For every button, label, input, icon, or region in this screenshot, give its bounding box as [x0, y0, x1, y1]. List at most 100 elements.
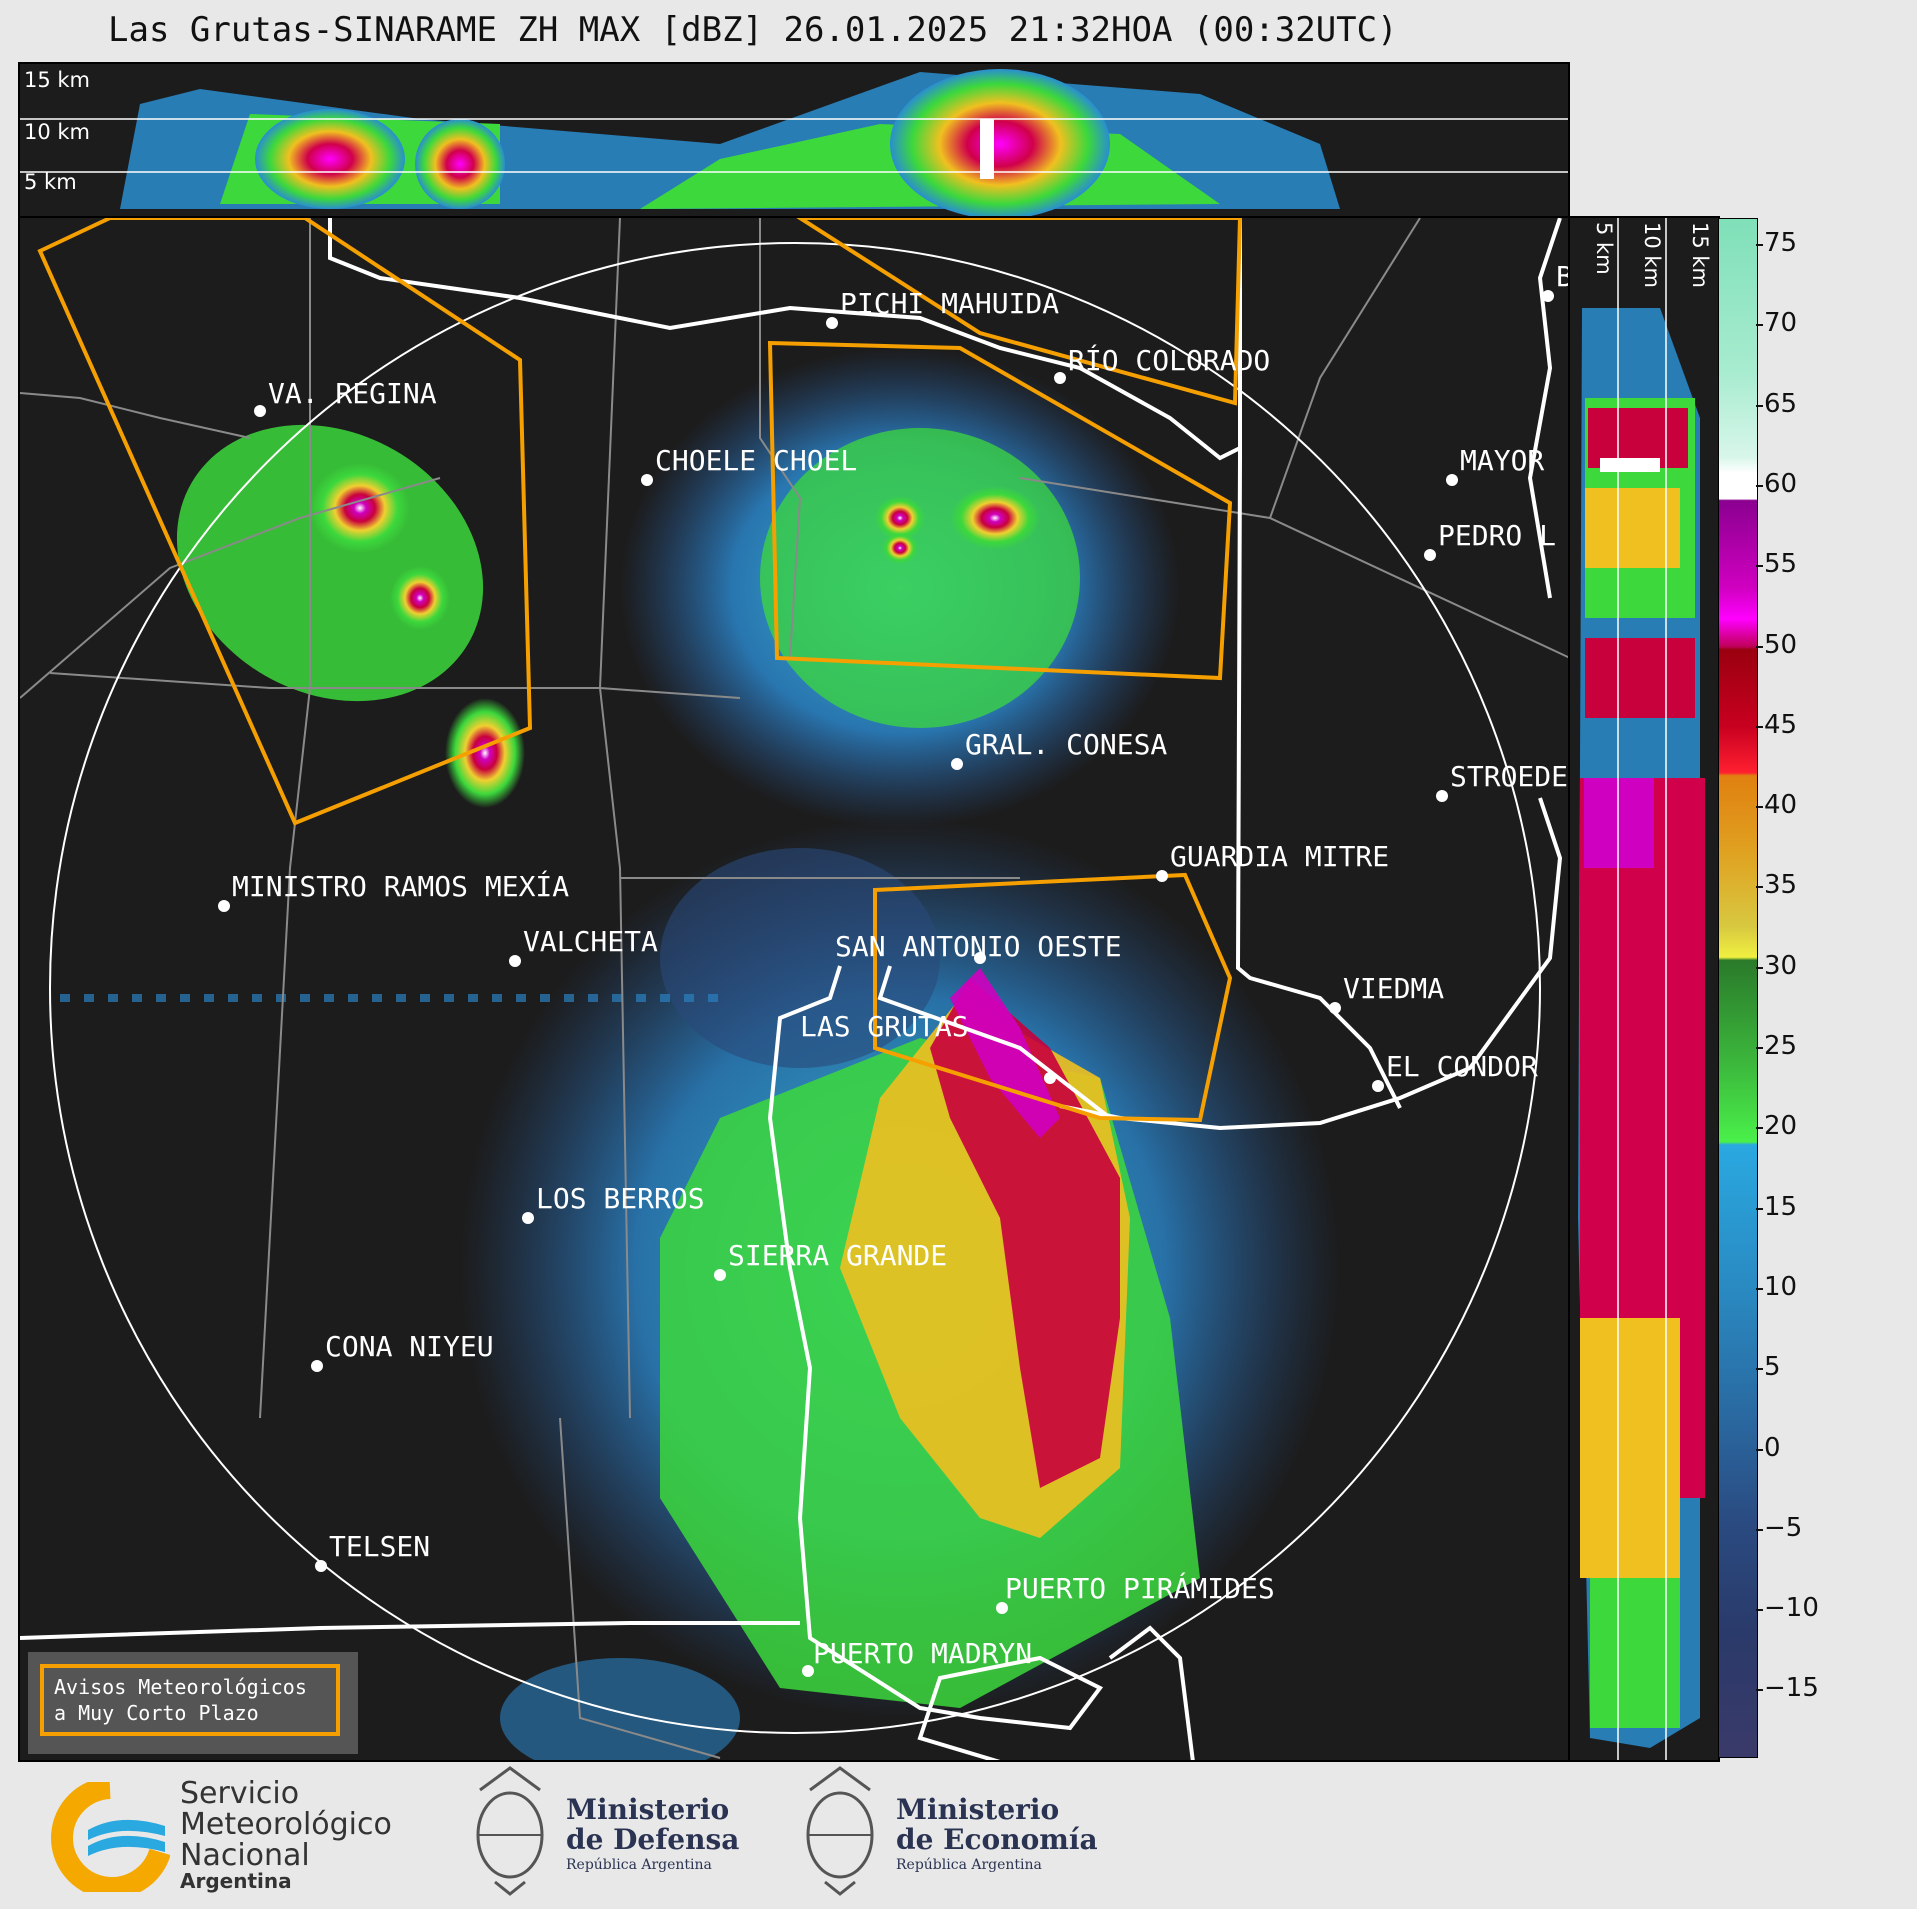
- colorbar-tick-mark: [1756, 645, 1763, 648]
- colorbar-tick-mark: [1756, 404, 1763, 407]
- city-dot-guardia-mitre: [1156, 870, 1168, 882]
- smn-logo-text: Servicio Meteorológico Nacional Argentin…: [180, 1778, 392, 1891]
- city-label-viedma: VIEDMA: [1343, 972, 1444, 1005]
- colorbar-tick-mark: [1756, 966, 1763, 969]
- city-label-ministro-ramos-mexia: MINISTRO RAMOS MEXÍA: [232, 869, 569, 903]
- city-dot-puerto-piramides: [996, 1602, 1008, 1614]
- economia-logo-text: Ministerio de Economía República Argenti…: [896, 1795, 1098, 1875]
- city-label-puerto-piramides: PUERTO PIRÁMIDES: [1005, 1571, 1275, 1605]
- city-dot-pedro-l: [1424, 549, 1436, 561]
- colorbar-tick-label: 70: [1764, 308, 1798, 339]
- city-dot-rio-colorado: [1054, 372, 1066, 384]
- city-label-pedro-l: PEDRO L: [1438, 519, 1556, 552]
- colorbar-tick-label: 50: [1764, 629, 1798, 660]
- colorbar-tick-mark: [1756, 1207, 1763, 1210]
- city-dot-cona-niyeu: [311, 1360, 323, 1372]
- colorbar-tick-mark: [1756, 1528, 1763, 1531]
- colorbar-tick-mark: [1756, 725, 1763, 728]
- smn-line2: Meteorológico: [180, 1807, 392, 1842]
- colorbar-tick-label: 30: [1764, 950, 1798, 981]
- coastlines: [20, 218, 1563, 1760]
- height-label-15km: 15 km: [24, 68, 91, 92]
- defensa-logo-text: Ministerio de Defensa República Argentin…: [566, 1795, 739, 1875]
- colorbar-tick-mark: [1756, 1047, 1763, 1049]
- defensa-line1: Ministerio: [566, 1793, 730, 1826]
- city-dot-telsen: [315, 1560, 327, 1572]
- city-label-sierra-grande: SIERRA GRANDE: [728, 1239, 947, 1272]
- city-dot-puerto-madryn: [802, 1665, 814, 1677]
- colorbar-tick-label: 15: [1764, 1191, 1798, 1222]
- colorbar-tick-label: 25: [1764, 1031, 1798, 1061]
- map-title: Las Grutas-SINARAME ZH MAX [dBZ] 26.01.2…: [108, 10, 1398, 50]
- colorbar-tick-label: 60: [1764, 468, 1798, 499]
- colorbar-tick-label: 45: [1764, 709, 1798, 740]
- city-label-choele-choel: CHOELE CHOEL: [655, 444, 857, 477]
- range-ring: [49, 242, 1541, 1734]
- coat-of-arms-icon-defensa: [476, 1766, 544, 1896]
- city-label-los-berros: LOS BERROS: [536, 1182, 705, 1215]
- city-label-gral-conesa: GRAL. CONESA: [965, 728, 1167, 761]
- colorbar: [1718, 218, 1758, 1758]
- city-label-pichi-mahuida: PICHI MAHUIDA: [840, 287, 1059, 320]
- defensa-line2: de Defensa: [566, 1823, 740, 1856]
- colorbar-tick-mark: [1756, 244, 1763, 246]
- colorbar-tick-label: 40: [1764, 790, 1798, 821]
- city-dot-san-antonio-oeste: [974, 952, 986, 964]
- echo-west: [176, 424, 484, 702]
- colorbar-tick-label: 0: [1764, 1432, 1781, 1463]
- city-dot-choele-choel: [641, 474, 653, 486]
- city-dot-valcheta: [509, 955, 521, 967]
- cell-north-1: [950, 486, 1040, 550]
- city-label-b-edge: B: [1556, 260, 1568, 293]
- city-dot-b-edge: [1542, 290, 1554, 302]
- city-label-el-condor: EL CONDOR: [1386, 1050, 1538, 1083]
- city-dot-los-berros: [522, 1212, 534, 1224]
- city-dot-las-grutas: [1044, 1072, 1056, 1084]
- smn-line3: Nacional: [180, 1838, 310, 1873]
- city-label-stroeder: STROEDE: [1450, 760, 1568, 793]
- boundaries: [20, 218, 1568, 1759]
- colorbar-tick-mark: [1756, 1287, 1763, 1290]
- colorbar-tick-mark: [1756, 484, 1763, 487]
- cell-west-1: [310, 463, 410, 553]
- city-label-valcheta: VALCHETA: [523, 925, 658, 958]
- colorbar-tick-mark: [1756, 324, 1763, 327]
- colorbar-tick-label: 10: [1764, 1271, 1798, 1302]
- colorbar-tick-label: −10: [1764, 1593, 1819, 1624]
- colorbar-tick-label: 5: [1764, 1352, 1781, 1383]
- defensa-line3: República Argentina: [566, 1857, 712, 1873]
- smn-logo: [50, 1777, 171, 1899]
- economia-line1: Ministerio: [896, 1793, 1060, 1826]
- warning-legend-line2: a Muy Corto Plazo: [54, 1701, 259, 1725]
- radar-map: PICHI MAHUIDA RÍO COLORADO VA. REGINA CH…: [20, 218, 1568, 1760]
- city-dot-mayor: [1446, 474, 1458, 486]
- city-markers: [218, 290, 1554, 1677]
- city-dot-el-condor: [1372, 1080, 1384, 1092]
- echo-south-red: [930, 978, 1120, 1488]
- city-label-telsen: TELSEN: [329, 1530, 430, 1563]
- side-height-label-15km: 15 km: [1688, 222, 1712, 289]
- colorbar-tick-mark: [1756, 1448, 1763, 1451]
- cell-west-2: [390, 566, 450, 630]
- colorbar-tick-label: 35: [1764, 870, 1798, 901]
- city-dot-viedma: [1329, 1002, 1341, 1014]
- side-cross-section-echoes: [1578, 218, 1705, 1760]
- warning-legend: Avisos Meteorológicos a Muy Corto Plazo: [28, 1652, 358, 1754]
- city-label-cona-niyeu: CONA NIYEU: [325, 1330, 494, 1363]
- cell-north-2: [875, 496, 925, 540]
- warning-legend-line1: Avisos Meteorológicos: [54, 1675, 307, 1699]
- clutter-center: [660, 848, 940, 1068]
- colorbar-tick-mark: [1756, 886, 1763, 889]
- city-label-san-antonio-oeste: SAN ANTONIO OESTE: [835, 930, 1122, 963]
- radar-map-panel[interactable]: PICHI MAHUIDA RÍO COLORADO VA. REGINA CH…: [18, 216, 1570, 1762]
- defensa-seal: [470, 1760, 550, 1898]
- colorbar-tick-label: 65: [1764, 388, 1798, 419]
- height-label-10km: 10 km: [24, 120, 91, 144]
- economia-line3: República Argentina: [896, 1857, 1042, 1873]
- height-label-5km: 5 km: [24, 170, 77, 194]
- smn-logo-icon: [51, 1777, 171, 1899]
- city-label-guardia-mitre: GUARDIA MITRE: [1170, 840, 1389, 873]
- colorbar-tick-mark: [1756, 1689, 1763, 1692]
- side-height-label-5km: 5 km: [1592, 222, 1616, 275]
- city-label-rio-colorado: RÍO COLORADO: [1068, 343, 1270, 377]
